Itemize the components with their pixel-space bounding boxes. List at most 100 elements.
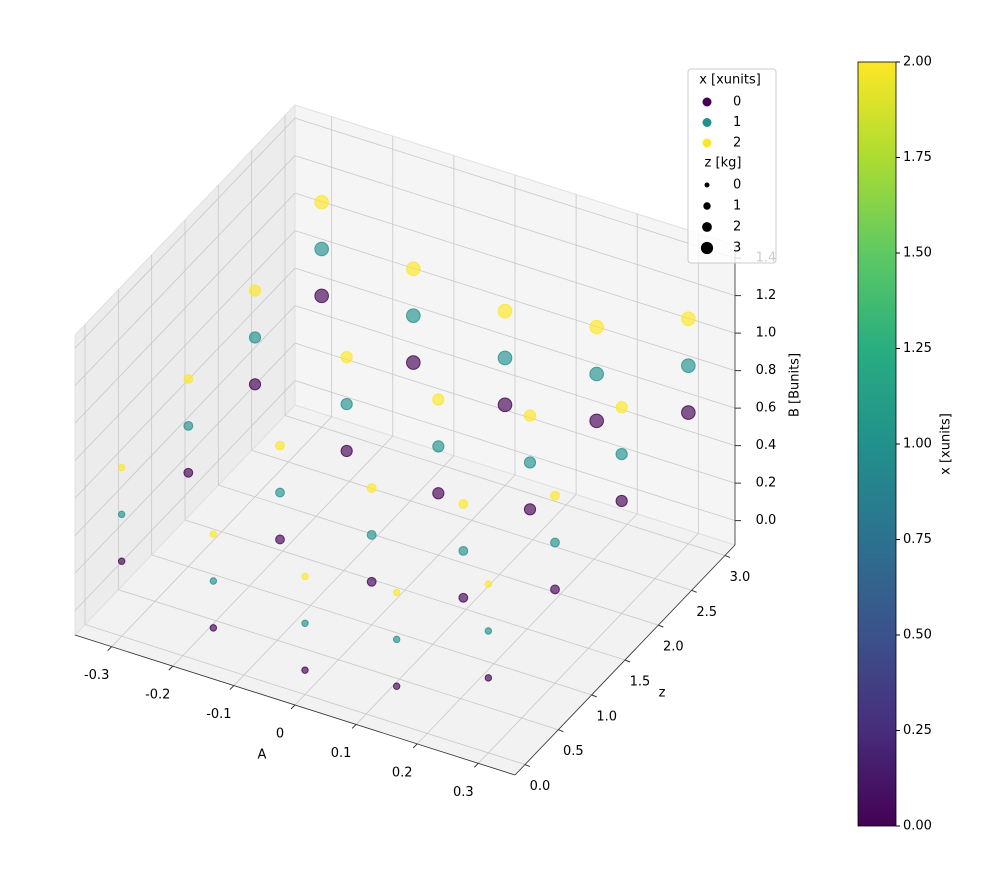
data-point <box>117 557 126 565</box>
size-legend-marker <box>703 202 711 210</box>
data-point <box>550 584 560 595</box>
grid-line <box>74 230 296 461</box>
data-point <box>248 284 262 297</box>
data-point <box>484 627 493 635</box>
grid-line <box>151 554 592 696</box>
axis-line <box>74 634 516 776</box>
data-point <box>301 619 309 627</box>
data-point <box>681 405 696 420</box>
x-axis-label: A <box>258 748 267 763</box>
size-legend-label: 0 <box>733 178 741 193</box>
z-tick-label: 0.0 <box>756 513 777 528</box>
colorbar-tick-label: 0.25 <box>903 723 932 738</box>
y-tick-label: 1.5 <box>630 675 651 690</box>
data-point <box>301 666 309 674</box>
legend-marker <box>702 138 712 148</box>
x-tick <box>107 646 113 652</box>
grid-line <box>284 415 726 556</box>
data-point <box>209 530 218 538</box>
x-tick <box>229 685 235 690</box>
y-tick <box>591 694 597 698</box>
grid-line <box>74 155 296 386</box>
y-tick <box>724 554 731 558</box>
grid-line <box>251 449 692 591</box>
data-point <box>314 194 329 210</box>
data-point <box>117 510 126 519</box>
data-point <box>550 490 560 501</box>
data-point <box>681 311 696 327</box>
data-point <box>458 545 469 556</box>
data-point <box>615 401 628 414</box>
x-tick-label: -0.2 <box>145 688 170 703</box>
data-point <box>366 529 377 540</box>
z-tick-label: 0.8 <box>756 363 777 378</box>
grid-line <box>74 380 296 611</box>
data-point <box>275 440 285 451</box>
z-axis-label: B [Bunits] <box>788 353 803 417</box>
y-tick-label: 2.0 <box>663 640 684 655</box>
data-point <box>183 374 194 384</box>
data-point <box>209 624 218 632</box>
data-point <box>209 577 218 585</box>
y-tick <box>691 589 697 593</box>
legend-label: 1 <box>733 115 741 130</box>
data-point <box>301 572 309 581</box>
grid-line <box>294 380 736 522</box>
data-point <box>432 487 445 500</box>
size-legend-marker <box>704 182 710 188</box>
grid-line <box>74 192 296 424</box>
x-tick-label: 0.2 <box>392 765 413 780</box>
grid-line <box>294 230 736 372</box>
z-tick-label: 0.6 <box>756 401 777 416</box>
x-tick <box>473 762 479 768</box>
data-point <box>392 682 401 690</box>
grid-line <box>294 155 736 297</box>
legend-label: 2 <box>733 136 741 151</box>
size-legend-label: 1 <box>733 199 741 214</box>
colorbar-tick-label: 1.25 <box>903 341 932 356</box>
data-point <box>615 448 628 461</box>
x-tick <box>351 724 357 729</box>
data-point <box>117 463 126 472</box>
data-point <box>392 588 401 597</box>
x-tick <box>412 743 418 749</box>
y-tick <box>524 764 531 768</box>
data-point <box>340 398 353 411</box>
grid-line <box>294 117 736 259</box>
grid-line <box>74 267 296 499</box>
y-tick <box>558 729 564 733</box>
x-tick-label: 0 <box>276 727 284 742</box>
grid-line <box>74 117 296 349</box>
x-tick-label: 0.1 <box>331 746 352 761</box>
colorbar-tick-label: 0.75 <box>903 532 932 547</box>
legend-frame <box>687 68 777 264</box>
z-tick-label: 1.2 <box>756 288 777 303</box>
colorbar-tick-label: 0.50 <box>903 628 932 643</box>
data-point <box>589 413 604 429</box>
data-point <box>523 409 537 422</box>
data-point <box>406 261 421 277</box>
data-point <box>183 467 194 478</box>
y-tick-label: 1.0 <box>596 709 617 724</box>
colorbar-tick-label: 1.75 <box>903 150 932 165</box>
size-legend-marker <box>702 222 712 232</box>
data-point <box>589 366 604 382</box>
colorbar-tick-label: 1.00 <box>903 437 932 452</box>
axis-line <box>514 544 736 776</box>
data-point <box>589 319 604 335</box>
colorbar-label: x [xunits] <box>939 413 954 475</box>
y-tick <box>658 624 664 628</box>
data-point <box>523 503 537 516</box>
grid-line <box>294 342 736 484</box>
data-point <box>432 440 445 453</box>
data-point <box>497 350 513 366</box>
data-point <box>406 308 421 323</box>
data-point <box>523 456 537 469</box>
data-point <box>314 288 329 304</box>
data-point <box>458 592 469 603</box>
legend-title: x [xunits] <box>699 73 761 88</box>
grid-line <box>218 484 659 626</box>
z-tick-label: 0.2 <box>756 476 777 491</box>
